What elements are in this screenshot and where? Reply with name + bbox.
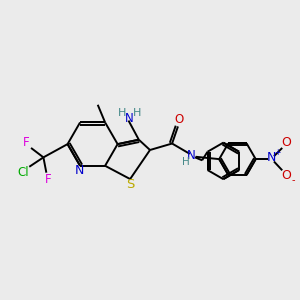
Text: -: - — [291, 175, 295, 185]
Text: O: O — [281, 136, 291, 149]
Text: N: N — [187, 149, 196, 162]
Text: H: H — [133, 108, 141, 118]
Text: F: F — [22, 136, 29, 149]
Text: O: O — [281, 169, 291, 182]
Text: N: N — [125, 112, 134, 125]
Text: +: + — [274, 148, 281, 157]
Text: N: N — [267, 152, 277, 164]
Text: S: S — [127, 178, 135, 191]
Text: H: H — [182, 157, 190, 167]
Text: Cl: Cl — [17, 166, 28, 178]
Text: F: F — [44, 172, 51, 186]
Text: O: O — [174, 112, 184, 126]
Text: H: H — [118, 108, 126, 118]
Text: N: N — [74, 164, 84, 177]
